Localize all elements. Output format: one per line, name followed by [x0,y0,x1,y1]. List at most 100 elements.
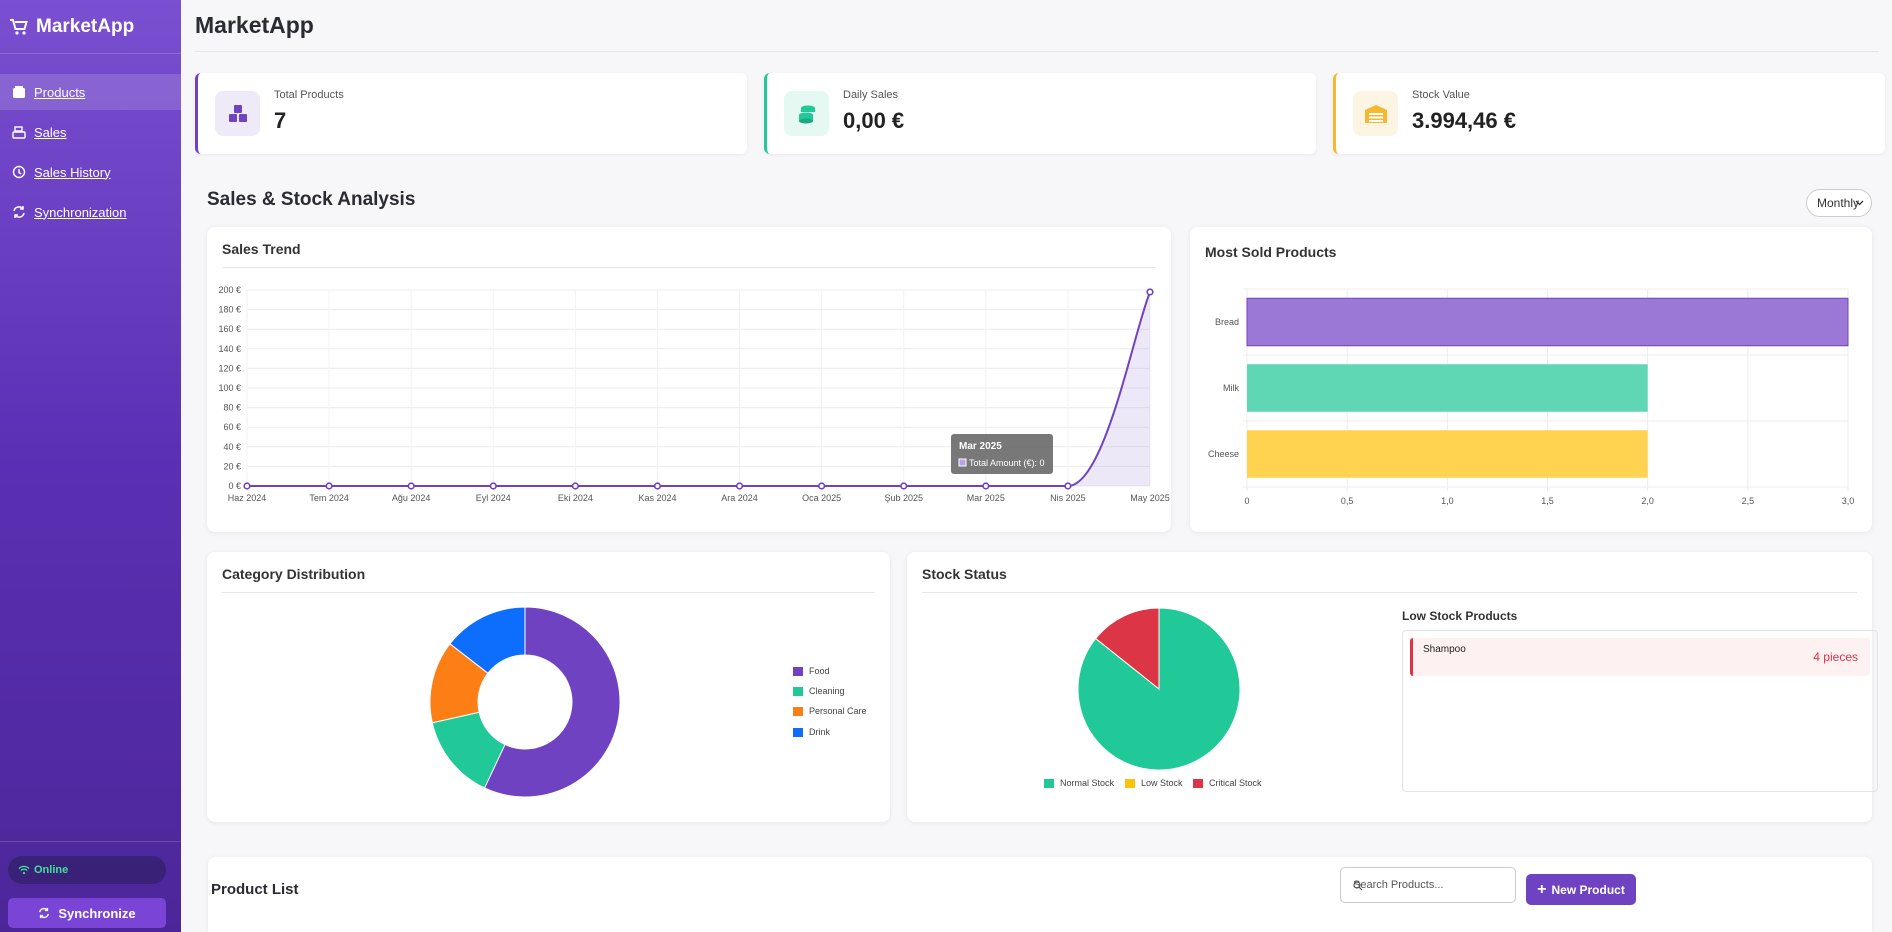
data-point[interactable] [571,482,579,490]
legend-swatch [1125,778,1135,788]
legend-swatch [1044,778,1054,788]
y-tick-label: 80 € [223,403,241,413]
cart-icon [10,18,28,35]
legend-label: Drink [809,727,831,737]
x-tick-label: 3,0 [1842,496,1855,506]
card-title: Stock Status [922,566,1007,582]
data-point[interactable] [407,482,415,490]
brand[interactable]: MarketApp [0,0,181,54]
most-sold-chart[interactable]: 0 0,5 1,0 1,5 2,0 2,5 3,0 Bread Milk Cheese [1190,227,1872,532]
sidebar-item-synchronization[interactable]: Synchronization [0,194,181,230]
sidebar-item-products[interactable]: Products [0,74,181,110]
sidebar-item-label: Synchronization [34,204,127,220]
sales-trend-line [247,291,1151,487]
y-tick-label: 20 € [223,461,241,471]
stat-label: Total Products [274,89,344,101]
bar-cheese[interactable] [1247,430,1648,478]
y-tick-label: 0 € [228,481,241,491]
sidebar-nav: Products Sales Sales History Synchroniza… [0,74,181,230]
new-product-button[interactable]: + New Product [1526,874,1636,905]
stat-value: 7 [274,108,287,133]
y-tick-label: 200 € [218,285,241,295]
legend-label: Food [809,666,830,676]
stat-label: Stock Value [1412,89,1470,101]
y-tick-label: 160 € [218,324,241,334]
product-list-title: Product List [211,881,299,898]
sidebar-item-label: Sales History [34,164,111,180]
y-category-label: Cheese [1208,449,1239,459]
card-divider [222,592,875,593]
x-tick-label: 1,0 [1441,496,1454,506]
sync-icon [39,907,50,919]
x-tick-label: Eki 2024 [558,493,593,503]
stat-label: Daily Sales [843,89,899,101]
legend-item-food: Food [793,666,830,676]
data-point[interactable] [818,482,826,490]
history-icon [12,165,26,179]
chevron-down-icon [1855,200,1864,206]
x-tick-label: Tem 2024 [309,493,349,503]
low-stock-item-name: Shampoo [1423,644,1466,655]
sales-trend-chart[interactable]: 0 € 20 € 40 € 60 € 80 € 100 € 120 € 140 € 160 € 1… [207,227,1171,532]
data-point[interactable] [653,482,662,490]
x-tick-label: Şub 2025 [884,493,923,503]
data-point[interactable] [735,482,744,490]
x-tick-label: 0,5 [1341,496,1354,506]
tooltip-swatch [958,458,967,467]
period-select[interactable]: Monthly [1806,189,1872,217]
y-tick-label: 40 € [223,442,241,452]
slice-food[interactable] [483,606,621,798]
online-status-badge: Online [8,856,166,884]
legend-label: Cleaning [809,686,845,696]
low-stock-item[interactable]: Shampoo 4 pieces [1410,638,1870,676]
legend-item-drink: Drink [793,727,830,737]
legend-item-personal-care: Personal Care [793,706,867,716]
data-point[interactable] [489,482,497,490]
legend-label: Low Stock [1141,778,1183,788]
legend-item-low-stock: Low Stock [1125,778,1183,788]
search-icon [1353,881,1363,891]
section-title: Sales & Stock Analysis [207,189,416,210]
y-tick-label: 140 € [218,344,241,354]
legend-label: Normal Stock [1060,778,1115,788]
x-tick-label: Kas 2024 [638,493,676,503]
data-point[interactable] [243,482,251,490]
data-point[interactable] [982,482,990,490]
card-divider [922,592,1857,593]
data-point[interactable] [1146,288,1154,296]
period-select-value: Monthly [1817,196,1860,210]
x-tick-label: Oca 2025 [802,493,841,503]
y-tick-label: 100 € [218,383,241,393]
coins-icon [784,91,829,136]
x-tick-label: Eyl 2024 [476,493,511,503]
synchronize-button[interactable]: Synchronize [8,898,166,928]
warehouse-icon [1353,91,1398,136]
y-tick-label: 120 € [218,363,241,373]
low-stock-title: Low Stock Products [1402,609,1518,623]
brand-name: MarketApp [36,15,135,37]
y-tick-label: 180 € [218,305,241,315]
card-title: Most Sold Products [1205,244,1337,260]
sidebar-item-sales[interactable]: Sales [0,114,181,150]
search-products-input[interactable]: Search Products... [1340,867,1516,903]
data-point[interactable] [325,482,333,490]
chart-tooltip: Mar 2025 Total Amount (€): 0 [951,434,1053,474]
slice-critical-stock[interactable] [1094,607,1160,691]
legend-swatch [793,686,803,696]
data-point[interactable] [900,482,908,490]
slice-drink[interactable] [449,606,526,674]
legend-swatch [793,666,803,676]
bar-bread[interactable] [1246,297,1849,347]
category-distribution-card: Category Distribution Food Cleaning Pers… [207,552,890,822]
data-point[interactable] [1064,482,1072,490]
tooltip-label: Total Amount (€): 0 [969,458,1045,468]
x-tick-label: 2,0 [1641,496,1654,506]
sidebar-item-sales-history[interactable]: Sales History [0,154,181,190]
bar-milk[interactable] [1247,364,1648,412]
x-tick-label: Ağu 2024 [392,493,431,503]
legend-item-cleaning: Cleaning [793,686,845,696]
x-tick-label: Mar 2025 [967,493,1005,503]
online-status-text: Online [34,864,69,876]
stock-status-pie-chart[interactable] [907,552,1387,822]
category-donut-chart[interactable] [207,552,890,822]
